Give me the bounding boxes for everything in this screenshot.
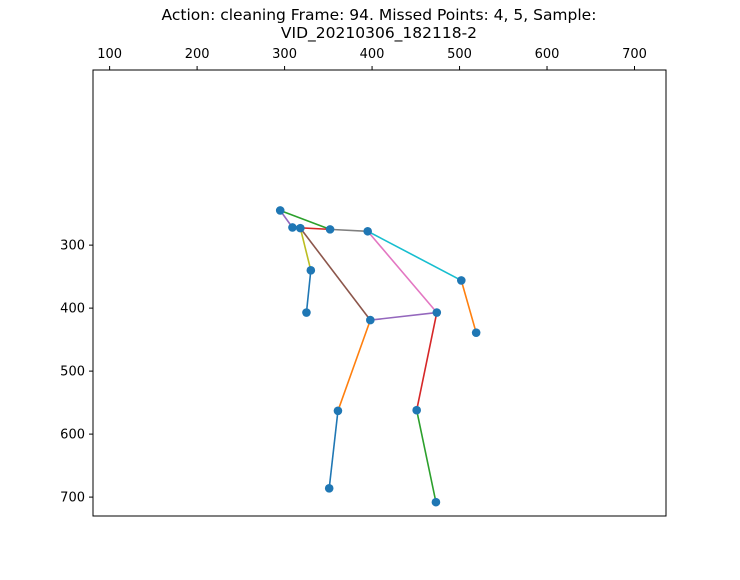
skeleton-segments (279, 209, 477, 503)
keypoint-13 (324, 483, 334, 493)
skeleton-segment-1 (279, 209, 331, 231)
x-tick-label-0: 100 (97, 47, 122, 62)
y-tick-label-2: 500 (60, 365, 85, 380)
keypoint-3 (325, 225, 335, 234)
skeleton-segment-10 (370, 311, 437, 321)
x-tick-label-4: 500 (447, 47, 472, 62)
keypoint-12 (333, 406, 343, 416)
y-tick-label-0: 300 (60, 239, 85, 254)
skeleton-segment-8 (299, 227, 371, 321)
keypoints (275, 206, 481, 507)
skeleton-segment-9 (367, 230, 438, 314)
skeleton-segment-11 (337, 319, 372, 412)
keypoint-8 (432, 308, 442, 317)
keypoint-10 (471, 328, 481, 337)
skeleton-segment-4 (305, 270, 312, 313)
y-tick-label-1: 400 (60, 302, 85, 317)
chart-title-line-1: Action: cleaning Frame: 94. Missed Point… (162, 6, 597, 24)
skeleton-segment-5 (330, 228, 368, 233)
keypoint-9 (366, 315, 375, 325)
axes: 100 200 300 400 500 600 700 300 400 500 600 700 (60, 47, 667, 517)
keypoint-4 (363, 226, 372, 236)
x-tick-label-5: 600 (535, 47, 560, 62)
y-tick-label-3: 600 (60, 428, 85, 443)
keypoint-1 (288, 223, 297, 232)
keypoint-0 (275, 206, 285, 215)
skeleton-segment-12 (328, 410, 339, 489)
y-tick-label-4: 700 (60, 491, 85, 506)
plot-frame (92, 69, 667, 517)
x-tick-label-6: 700 (622, 47, 647, 62)
keypoint-7 (302, 308, 311, 317)
keypoint-6 (456, 276, 466, 285)
skeleton-segment-14 (415, 410, 437, 503)
x-tick-label-3: 400 (360, 47, 385, 62)
keypoint-2 (296, 223, 305, 233)
x-tick-label-1: 200 (185, 47, 210, 62)
skeleton-segment-13 (415, 312, 438, 411)
skeleton-segment-3 (299, 227, 312, 271)
skeleton-segment-6 (367, 230, 462, 282)
keypoint-5 (306, 266, 316, 275)
x-tick-label-2: 300 (272, 47, 297, 62)
chart-title-line-2: VID_20210306_182118-2 (281, 24, 477, 43)
keypoint-11 (412, 405, 421, 415)
skeleton-segment-7 (460, 280, 477, 333)
keypoint-14 (431, 497, 441, 507)
